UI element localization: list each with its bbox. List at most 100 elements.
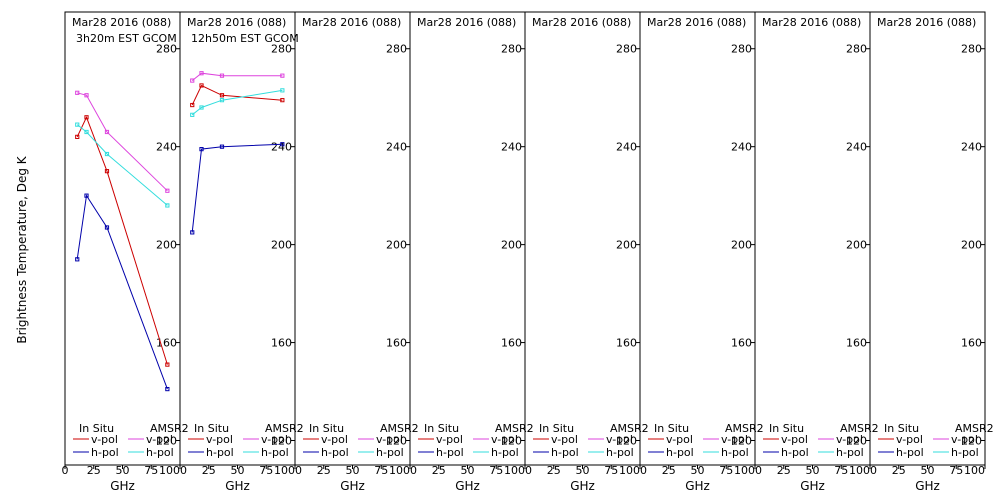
- x-tick-label: 75: [604, 464, 618, 477]
- y-tick-label: 280: [271, 43, 292, 56]
- x-tick-label: 50: [806, 464, 820, 477]
- y-tick-label: 240: [616, 141, 637, 154]
- x-tick-label: 50: [576, 464, 590, 477]
- data-point-insitu_v: [190, 102, 195, 108]
- y-axis-label: Brightness Temperature, Deg K: [15, 155, 29, 343]
- data-point-amsr2_h: [165, 203, 170, 208]
- y-tick-label: 280: [846, 43, 867, 56]
- legend-label-insitu_h: h-pol: [321, 446, 349, 459]
- legend-label-amsr2_v: v-pol: [261, 433, 288, 446]
- y-tick-label: 200: [616, 239, 637, 252]
- legend-label-insitu_h: h-pol: [666, 446, 694, 459]
- data-point-amsr2_h: [190, 112, 195, 117]
- y-tick-label: 120: [156, 435, 177, 448]
- x-tick-label: 100: [619, 464, 640, 477]
- series-line-insitu_v: [191, 84, 283, 106]
- x-tick-label: 50: [346, 464, 360, 477]
- x-tick-label: 75: [144, 464, 158, 477]
- legend-header-amsr2: AMSR2: [265, 422, 304, 435]
- y-tick-label: 200: [731, 239, 752, 252]
- x-tick-label: 25: [777, 464, 791, 477]
- y-tick-label: 160: [386, 337, 407, 350]
- x-tick-label: 100: [734, 464, 755, 477]
- y-tick-label: 240: [731, 141, 752, 154]
- legend-label-amsr2_h: h-pol: [376, 446, 404, 459]
- panel-title: Mar28 2016 (088): [762, 16, 861, 29]
- legend-label-insitu_v: v-pol: [91, 433, 118, 446]
- y-tick-label: 200: [156, 239, 177, 252]
- legend-label-insitu_h: h-pol: [781, 446, 809, 459]
- legend-label-amsr2_v: v-pol: [721, 433, 748, 446]
- legend-header-amsr2: AMSR2: [725, 422, 764, 435]
- panel-title: Mar28 2016 (088): [417, 16, 516, 29]
- x-tick-label: 25: [662, 464, 676, 477]
- y-tick-label: 120: [731, 435, 752, 448]
- panel-4: Mar28 2016 (088) 120 160 200 240 280 0 25 50 75 10…: [409, 11, 534, 493]
- x-tick-label: 0: [640, 464, 647, 477]
- series-line-insitu_v: [76, 116, 168, 365]
- x-tick-label: 50: [231, 464, 245, 477]
- y-tick-label: 120: [501, 435, 522, 448]
- data-point-insitu_v: [280, 98, 285, 103]
- panel-subtitle: 12h50m EST GCOM: [191, 32, 299, 45]
- legend-header-insitu: In Situ: [79, 422, 114, 435]
- y-tick-label: 200: [501, 239, 522, 252]
- x-tick-label: 0: [870, 464, 877, 477]
- x-axis-label: GHz: [110, 479, 135, 493]
- data-point-insitu_h: [165, 386, 170, 392]
- x-tick-label: 50: [691, 464, 705, 477]
- panel-8: Mar28 2016 (088) 120 160 200 240 280 0 25 50 75 10…: [869, 11, 994, 493]
- x-tick-label: 75: [719, 464, 733, 477]
- y-tick-label: 160: [501, 337, 522, 350]
- panel-2: Mar28 2016 (088) 12h50m EST GCOM 120 160 200…: [179, 11, 304, 493]
- y-tick-label: 280: [961, 43, 982, 56]
- x-tick-label: 100: [849, 464, 870, 477]
- data-point-amsr2_v: [75, 90, 80, 95]
- legend-header-amsr2: AMSR2: [380, 422, 419, 435]
- x-tick-label: 100: [159, 464, 180, 477]
- series-line-amsr2_v: [77, 92, 168, 192]
- x-tick-label: 25: [432, 464, 446, 477]
- series-line-amsr2_h: [76, 124, 168, 206]
- data-point-insitu_v: [199, 83, 204, 88]
- panel-subtitle: 3h20m EST GCOM: [76, 32, 177, 45]
- x-tick-label: 25: [317, 464, 331, 477]
- x-tick-label: 50: [461, 464, 475, 477]
- data-point-amsr2_v: [280, 73, 285, 78]
- x-axis-label: GHz: [225, 479, 250, 493]
- legend-label-amsr2_h: h-pol: [146, 446, 174, 459]
- panel-5: Mar28 2016 (088) 120 160 200 240 280 0 25 50 75 10…: [524, 11, 649, 493]
- y-tick-label: 240: [501, 141, 522, 154]
- data-point-insitu_v: [219, 93, 225, 98]
- legend-label-amsr2_v: v-pol: [376, 433, 403, 446]
- x-tick-label: 75: [374, 464, 388, 477]
- legend-header-amsr2: AMSR2: [610, 422, 649, 435]
- legend-label-insitu_h: h-pol: [206, 446, 234, 459]
- y-tick-label: 120: [961, 435, 982, 448]
- data-point-insitu_h: [84, 193, 89, 198]
- legend-header-insitu: In Situ: [769, 422, 804, 435]
- legend-header-insitu: In Situ: [884, 422, 919, 435]
- y-tick-label: 120: [271, 435, 292, 448]
- y-tick-label: 240: [846, 141, 867, 154]
- panel-3: Mar28 2016 (088) 120 160 200 240 280 0 25 50 75 10…: [294, 11, 419, 493]
- data-point-insitu_h: [104, 225, 110, 230]
- panel-title: Mar28 2016 (088): [187, 16, 286, 29]
- series-line-insitu_h: [191, 143, 283, 233]
- x-tick-label: 25: [547, 464, 561, 477]
- x-tick-label: 100: [964, 464, 985, 477]
- data-point-amsr2_h: [219, 98, 225, 103]
- legend-label-amsr2_h: h-pol: [721, 446, 749, 459]
- x-tick-label: 100: [274, 464, 295, 477]
- y-tick-label: 120: [386, 435, 407, 448]
- y-tick-label: 160: [961, 337, 982, 350]
- legend-header-insitu: In Situ: [424, 422, 459, 435]
- y-tick-label: 280: [731, 43, 752, 56]
- x-tick-label: 75: [259, 464, 273, 477]
- x-tick-label: 25: [892, 464, 906, 477]
- data-point-amsr2_v: [219, 73, 225, 78]
- legend-label-amsr2_h: h-pol: [606, 446, 634, 459]
- series-line-insitu_h: [76, 194, 168, 390]
- legend-label-amsr2_h: h-pol: [491, 446, 519, 459]
- legend-header-amsr2: AMSR2: [955, 422, 994, 435]
